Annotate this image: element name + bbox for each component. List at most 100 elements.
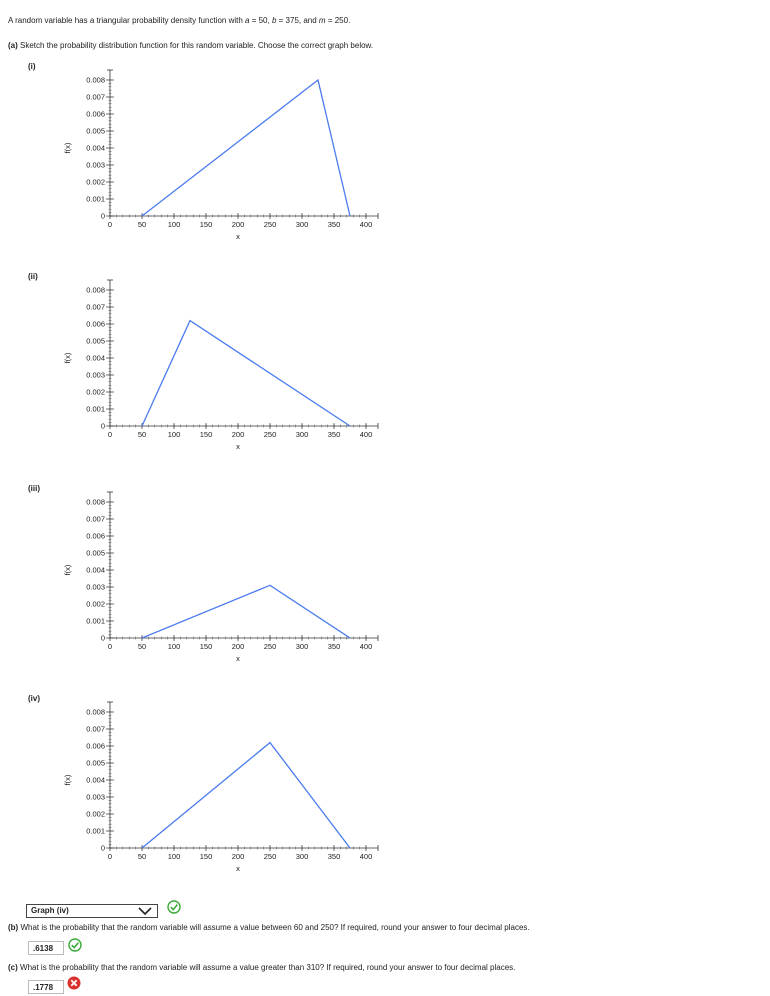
x-tick-label: 200 (232, 852, 245, 861)
x-tick-label: 50 (138, 642, 146, 651)
y-tick-label: 0.006 (86, 742, 105, 751)
problem-prefix: A random variable has a triangular proba… (8, 16, 246, 25)
x-tick-label: 400 (360, 852, 373, 861)
x-tick-label: 250 (264, 852, 277, 861)
x-tick-label: 100 (168, 220, 181, 229)
x-tick-label: 400 (360, 642, 373, 651)
y-tick-label: 0.007 (86, 303, 105, 312)
y-tick-label: 0.002 (86, 388, 105, 397)
y-tick-label: 0.007 (86, 515, 105, 524)
x-tick-label: 50 (138, 430, 146, 439)
y-tick-label: 0.001 (86, 195, 105, 204)
x-tick-label: 200 (232, 430, 245, 439)
y-tick-label: 0 (101, 212, 105, 221)
y-tick-label: 0.007 (86, 93, 105, 102)
x-tick-label: 150 (200, 220, 213, 229)
y-tick-label: 0.001 (86, 827, 105, 836)
x-tick-label: 0 (108, 642, 112, 651)
y-tick-label: 0.004 (86, 566, 105, 575)
x-tick-label: 200 (232, 220, 245, 229)
a-value: 50 (258, 16, 268, 25)
part-c-question: (c) What is the probability that the ran… (8, 963, 515, 972)
x-tick-label: 250 (264, 642, 277, 651)
y-tick-label: 0.003 (86, 583, 105, 592)
x-icon (67, 976, 81, 990)
x-tick-label: 300 (296, 852, 309, 861)
y-tick-label: 0.006 (86, 532, 105, 541)
pdf-line (141, 741, 351, 849)
y-tick-label: 0.008 (86, 708, 105, 717)
x-tick-label: 200 (232, 642, 245, 651)
part-a-question: (a) Sketch the probability distribution … (8, 41, 373, 50)
x-tick-label: 50 (138, 220, 146, 229)
graph-select-value: Graph (iv) (31, 906, 69, 915)
x-tick-label: 350 (328, 220, 341, 229)
b-value: 375 (285, 16, 299, 25)
y-tick-label: 0.002 (86, 178, 105, 187)
a-label: a (245, 16, 250, 25)
graph-label-iii: (iii) (28, 484, 40, 493)
y-tick-label: 0.008 (86, 286, 105, 295)
y-tick-label: 0.003 (86, 371, 105, 380)
x-tick-label: 0 (108, 852, 112, 861)
x-tick-label: 150 (200, 852, 213, 861)
y-tick-label: 0.005 (86, 759, 105, 768)
y-tick-label: 0 (101, 422, 105, 431)
x-axis-label: x (236, 232, 240, 241)
x-tick-label: 150 (200, 642, 213, 651)
x-tick-label: 150 (200, 430, 213, 439)
y-tick-label: 0 (101, 844, 105, 853)
graph-label-iv: (iv) (28, 694, 40, 703)
graph-label-i: (i) (28, 62, 36, 71)
x-tick-label: 50 (138, 852, 146, 861)
graph-i-chart: 0 50 100 150 200 250 300 350 400 0 0.001 0.002 0.003… (63, 69, 379, 241)
pdf-line (141, 319, 351, 427)
x-axis-label: x (236, 442, 240, 451)
m-value: 250 (334, 16, 349, 25)
x-tick-label: 250 (264, 220, 277, 229)
part-c-answer-input[interactable]: .1778 (28, 980, 64, 994)
x-tick-label: 100 (168, 852, 181, 861)
y-axis-label: f(x) (63, 774, 72, 785)
part-b-text: What is the probability that the random … (20, 923, 530, 932)
check-icon (167, 900, 181, 914)
y-tick-label: 0.004 (86, 354, 105, 363)
y-tick-label: 0.001 (86, 617, 105, 626)
y-axis-label: f(x) (63, 142, 72, 153)
y-tick-label: 0.003 (86, 793, 105, 802)
b-label: b (271, 16, 277, 25)
part-b-label: (b) (8, 923, 19, 932)
part-a-text: Sketch the probability distribution func… (20, 41, 374, 50)
part-c-label: (c) (8, 963, 18, 972)
graph-select-dropdown[interactable]: Graph (iv) (26, 904, 158, 918)
y-tick-label: 0 (101, 634, 105, 643)
x-tick-label: 350 (328, 430, 341, 439)
y-tick-label: 0.003 (86, 161, 105, 170)
y-tick-label: 0.004 (86, 776, 105, 785)
y-tick-label: 0.002 (86, 600, 105, 609)
x-tick-label: 250 (264, 430, 277, 439)
x-tick-label: 0 (108, 220, 112, 229)
x-axis-label: x (236, 654, 240, 663)
x-tick-label: 400 (360, 220, 373, 229)
y-tick-label: 0.007 (86, 725, 105, 734)
x-tick-label: 300 (296, 430, 309, 439)
graph-iii-chart: 0 50 100 150 200 250 300 350 400 0 0.001 0.002 0.003… (63, 491, 379, 663)
y-tick-label: 0.004 (86, 144, 105, 153)
x-tick-label: 300 (296, 220, 309, 229)
part-c-text: What is the probability that the random … (20, 963, 516, 972)
x-tick-label: 350 (328, 642, 341, 651)
graph-ii-chart: 0 50 100 150 200 250 300 350 400 0 0.001 0.002 0.003… (63, 279, 379, 451)
part-c-answer-value: .1778 (33, 983, 54, 992)
y-tick-label: 0.005 (86, 127, 105, 136)
y-tick-label: 0.008 (86, 76, 105, 85)
x-tick-label: 300 (296, 642, 309, 651)
y-tick-label: 0.005 (86, 337, 105, 346)
part-b-answer-input[interactable]: .6138 (28, 941, 64, 955)
graph-label-ii: (ii) (28, 272, 38, 281)
y-tick-label: 0.002 (86, 810, 105, 819)
chevron-down-icon (137, 906, 153, 918)
part-a-label: (a) (8, 41, 18, 50)
y-tick-label: 0.008 (86, 498, 105, 507)
y-axis-label: f(x) (63, 352, 72, 363)
